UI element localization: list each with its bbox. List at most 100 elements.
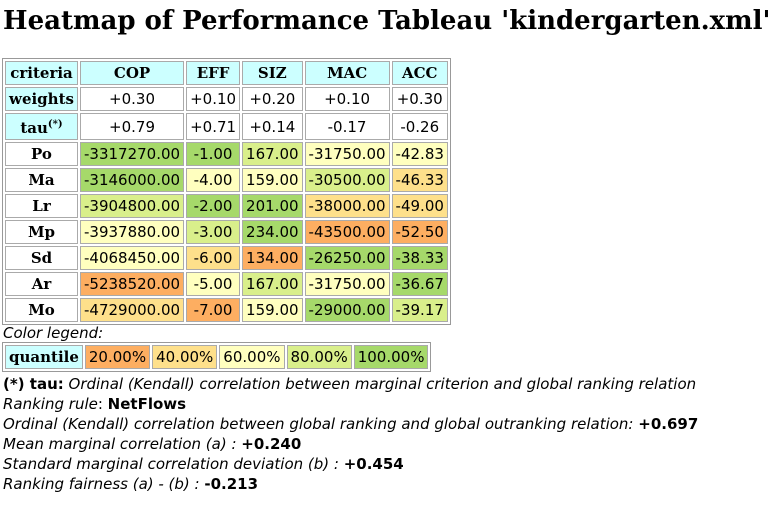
table-row: Mo -4729000.00 -7.00 159.00 -29000.00 -39.17 — [5, 298, 448, 322]
ranking-rule-label: Ranking rule — [3, 395, 98, 413]
alternative-label: Mo — [5, 298, 78, 322]
heatmap-cell: -6.00 — [186, 246, 241, 270]
tau-cell: -0.26 — [391, 113, 448, 140]
tau-label-cell: tau(*) — [5, 113, 78, 140]
ranking-fairness-label: Ranking fairness (a) - (b) : — [3, 475, 205, 493]
notes-section: (*) tau: Ordinal (Kendall) correlation b… — [3, 374, 698, 494]
legend-swatch: 80.00% — [286, 345, 352, 369]
std-deviation-line: Standard marginal correlation deviation … — [3, 454, 698, 474]
table-row: Po -3317270.00 -1.00 167.00 -31750.00 -42.83 — [5, 142, 448, 166]
heatmap-cell: -3317270.00 — [80, 142, 185, 166]
heatmap-cell: 159.00 — [242, 298, 303, 322]
heatmap-cell: -5.00 — [186, 272, 241, 296]
tau-cell: +0.71 — [186, 113, 241, 140]
ranking-rule-value: NetFlows — [107, 395, 187, 413]
heatmap-cell: 234.00 — [242, 220, 303, 244]
heatmap-cell: -3904800.00 — [80, 194, 185, 218]
heatmap-cell: -7.00 — [186, 298, 241, 322]
weight-cell: +0.10 — [186, 87, 241, 111]
tau-cell: +0.14 — [242, 113, 303, 140]
heatmap-cell: -42.83 — [391, 142, 448, 166]
alternative-label: Po — [5, 142, 78, 166]
ordinal-correlation-line: Ordinal (Kendall) correlation between gl… — [3, 414, 698, 434]
alternative-label: Lr — [5, 194, 78, 218]
mean-correlation-label: Mean marginal correlation (a) : — [3, 435, 242, 453]
tau-cell: -0.17 — [304, 113, 390, 140]
std-deviation-value: +0.454 — [343, 455, 404, 473]
criterion-header: ACC — [391, 61, 448, 85]
heatmap-cell: 167.00 — [242, 142, 303, 166]
heatmap-cell: -4068450.00 — [80, 246, 185, 270]
alternative-label: Ar — [5, 272, 78, 296]
criterion-header: EFF — [186, 61, 241, 85]
heatmap-cell: 167.00 — [242, 272, 303, 296]
heatmap-cell: -36.67 — [391, 272, 448, 296]
table-row: Lr -3904800.00 -2.00 201.00 -38000.00 -49.00 — [5, 194, 448, 218]
heatmap-cell: -46.33 — [391, 168, 448, 192]
alternative-label: Sd — [5, 246, 78, 270]
heatmap-cell: -4729000.00 — [80, 298, 185, 322]
weight-cell: +0.30 — [391, 87, 448, 111]
heatmap-cell: -39.17 — [391, 298, 448, 322]
table-row: Mp -3937880.00 -3.00 234.00 -43500.00 -52.50 — [5, 220, 448, 244]
mean-correlation-value: +0.240 — [241, 435, 302, 453]
color-legend-caption: Color legend: — [3, 324, 104, 342]
ordinal-correlation-label: Ordinal (Kendall) correlation between gl… — [3, 415, 639, 433]
legend-swatch: 60.00% — [219, 345, 285, 369]
criteria-header-row: criteria COP EFF SIZ MAC ACC — [5, 61, 448, 85]
heatmap-cell: -26250.00 — [304, 246, 390, 270]
heatmap-cell: -3937880.00 — [80, 220, 185, 244]
ordinal-correlation-value: +0.697 — [638, 415, 699, 433]
legend-label: quantile — [5, 345, 83, 369]
heatmap-cell: -5238520.00 — [80, 272, 185, 296]
ranking-fairness-value: -0.213 — [204, 475, 259, 493]
alternative-label: Mp — [5, 220, 78, 244]
std-deviation-label: Standard marginal correlation deviation … — [3, 455, 344, 473]
criterion-header: SIZ — [242, 61, 303, 85]
heatmap-cell: -31750.00 — [304, 142, 390, 166]
weights-row: weights +0.30 +0.10 +0.20 +0.10 +0.30 — [5, 87, 448, 111]
performance-heatmap-table: criteria COP EFF SIZ MAC ACC weights +0.30 +0.10… — [2, 58, 451, 325]
criteria-corner-cell: criteria — [5, 61, 78, 85]
weight-cell: +0.10 — [304, 87, 390, 111]
heatmap-cell: 159.00 — [242, 168, 303, 192]
tau-cell: +0.79 — [80, 113, 185, 140]
heatmap-cell: 201.00 — [242, 194, 303, 218]
legend-swatch: 20.00% — [84, 345, 151, 369]
criterion-header: COP — [80, 61, 185, 85]
tau-note: (*) tau: Ordinal (Kendall) correlation b… — [3, 374, 698, 394]
table-row: Ma -3146000.00 -4.00 159.00 -30500.00 -46.33 — [5, 168, 448, 192]
weights-label: weights — [5, 87, 78, 111]
tau-row: tau(*) +0.79 +0.71 +0.14 -0.17 -0.26 — [5, 113, 448, 140]
tau-note-key: (*) tau: — [3, 375, 64, 393]
heatmap-cell: -38.33 — [391, 246, 448, 270]
heatmap-cell: -29000.00 — [304, 298, 390, 322]
heatmap-cell: -2.00 — [186, 194, 241, 218]
heatmap-cell: -52.50 — [391, 220, 448, 244]
table-row: Sd -4068450.00 -6.00 134.00 -26250.00 -38.33 — [5, 246, 448, 270]
criterion-header: MAC — [304, 61, 390, 85]
heatmap-cell: -3146000.00 — [80, 168, 185, 192]
weight-cell: +0.30 — [80, 87, 185, 111]
legend-swatch: 40.00% — [152, 345, 218, 369]
tau-footnote-mark: (*) — [47, 119, 63, 130]
heatmap-cell: -38000.00 — [304, 194, 390, 218]
ranking-fairness-line: Ranking fairness (a) - (b) : -0.213 — [3, 474, 698, 494]
page-title: Heatmap of Performance Tableau 'kinderga… — [3, 6, 771, 36]
heatmap-cell: -30500.00 — [304, 168, 390, 192]
tau-label: tau — [20, 119, 48, 137]
color-legend-table: quantile 20.00% 40.00% 60.00% 80.00% 100.00% — [2, 342, 432, 372]
table-row: Ar -5238520.00 -5.00 167.00 -31750.00 -36.67 — [5, 272, 448, 296]
legend-row: quantile 20.00% 40.00% 60.00% 80.00% 100.00% — [5, 345, 429, 369]
ranking-rule-line: Ranking rule: NetFlows — [3, 395, 187, 413]
heatmap-cell: -1.00 — [186, 142, 241, 166]
weight-cell: +0.20 — [242, 87, 303, 111]
heatmap-table-body: criteria COP EFF SIZ MAC ACC weights +0.30 +0.10… — [5, 61, 448, 322]
heatmap-cell: 134.00 — [242, 246, 303, 270]
tau-note-text: Ordinal (Kendall) correlation between ma… — [63, 375, 697, 393]
mean-correlation-line: Mean marginal correlation (a) : +0.240 — [3, 434, 698, 454]
heatmap-cell: -43500.00 — [304, 220, 390, 244]
heatmap-cell: -3.00 — [186, 220, 241, 244]
heatmap-cell: -31750.00 — [304, 272, 390, 296]
legend-swatch: 100.00% — [353, 345, 429, 369]
